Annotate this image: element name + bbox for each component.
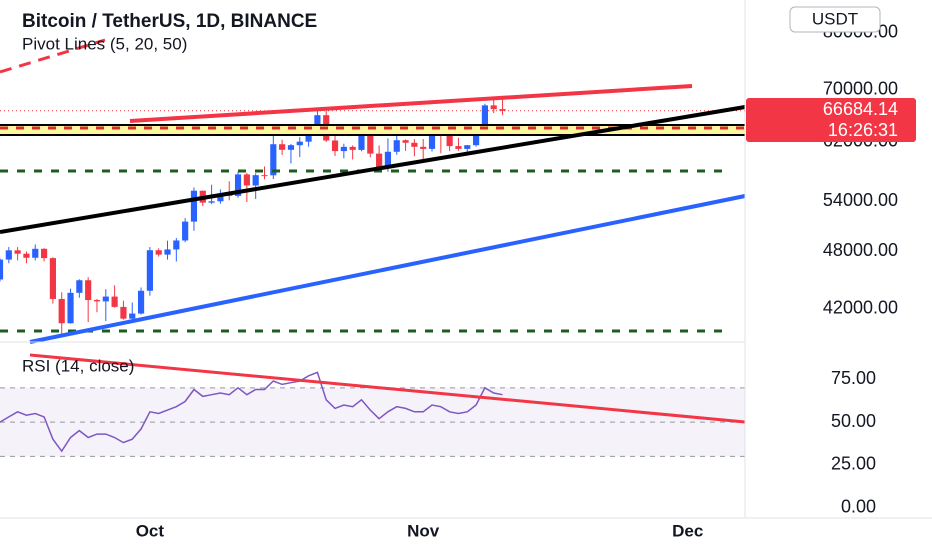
x-tick-label: Oct [136, 521, 165, 540]
candle-body [49, 258, 56, 299]
y-tick-label: 42000.00 [823, 297, 898, 317]
candle-body [464, 145, 471, 149]
indicator-label: Pivot Lines (5, 20, 50) [22, 34, 187, 53]
trend-line [0, 38, 106, 74]
candle-body [23, 253, 30, 258]
candle-body [279, 144, 286, 150]
candle-body [455, 146, 462, 149]
candle-body [243, 174, 250, 186]
x-tick-label: Nov [407, 521, 440, 540]
countdown: 16:26:31 [828, 120, 898, 140]
currency-button[interactable]: USDT [789, 6, 881, 33]
candle-body [234, 174, 242, 196]
y-tick-label: 70000.00 [823, 79, 898, 99]
candle-body [85, 280, 92, 301]
candle-body [428, 133, 436, 149]
candle-body [208, 201, 215, 203]
candle-body [402, 140, 409, 143]
candle-body [261, 175, 268, 177]
trend-line [0, 105, 746, 234]
candle-body [473, 133, 480, 146]
price-label: 66684.14 16:26:31 [746, 98, 916, 142]
candle-body [0, 259, 4, 280]
currency-button-label[interactable]: USDT [812, 9, 858, 28]
candle-body [270, 144, 277, 176]
candle-body [40, 248, 48, 259]
candle-body [146, 250, 153, 291]
candle-body [499, 109, 506, 111]
trend-line [129, 84, 693, 123]
candle-body [481, 105, 488, 134]
y-tick-label: 48000.00 [823, 240, 898, 260]
x-tick-label: Dec [672, 521, 703, 540]
candle-body [252, 175, 259, 186]
candle-body [76, 280, 83, 293]
candle-body [120, 306, 127, 319]
y-tick-label: 75.00 [831, 368, 876, 388]
candle-body [137, 290, 145, 314]
candle-body [314, 115, 321, 127]
rsi-line [0, 371, 503, 453]
candle-body [111, 296, 118, 307]
candle-body [58, 298, 65, 324]
candle-body [5, 250, 12, 260]
candle-body [358, 134, 365, 150]
candle-body [164, 249, 171, 255]
candle-body [155, 250, 162, 255]
last-price: 66684.14 [823, 99, 898, 119]
candle-body [331, 140, 339, 152]
plot-area [0, 96, 745, 457]
trend-line [29, 194, 746, 344]
candle-body [129, 313, 136, 319]
candle-body [182, 221, 189, 241]
candle-body [411, 142, 418, 147]
price-label-box [746, 98, 916, 142]
chart-title: Bitcoin / TetherUS, 1D, BINANCE [22, 11, 317, 32]
y-tick-label: 54000.00 [823, 190, 898, 210]
candle-body [490, 105, 497, 110]
y-tick-label: 25.00 [831, 454, 876, 474]
candle-body [67, 292, 74, 324]
candle-body [367, 134, 374, 154]
candle-body [14, 250, 21, 254]
candle-body [349, 146, 356, 150]
candle-body [384, 151, 392, 168]
drawings [0, 38, 746, 424]
rsi-title: RSI (14, close) [22, 356, 134, 375]
y-tick-label: 0.00 [841, 496, 876, 516]
candle-body [173, 240, 180, 250]
candle-body [217, 193, 224, 202]
candle-body [287, 145, 295, 150]
candle-body [340, 146, 347, 152]
candle-body [393, 140, 400, 152]
currency-button-box[interactable] [789, 6, 881, 33]
candle-body [296, 141, 303, 146]
candle-body [446, 135, 453, 147]
candle-body [93, 300, 101, 302]
candle-body [32, 248, 39, 258]
y-tick-label: 50.00 [831, 411, 876, 431]
candle-body [420, 146, 427, 149]
pivot-band [0, 125, 745, 135]
candle-body [376, 153, 383, 168]
rsi-trend-line [29, 353, 746, 424]
candle-body [102, 296, 109, 302]
candle-body [190, 190, 198, 222]
